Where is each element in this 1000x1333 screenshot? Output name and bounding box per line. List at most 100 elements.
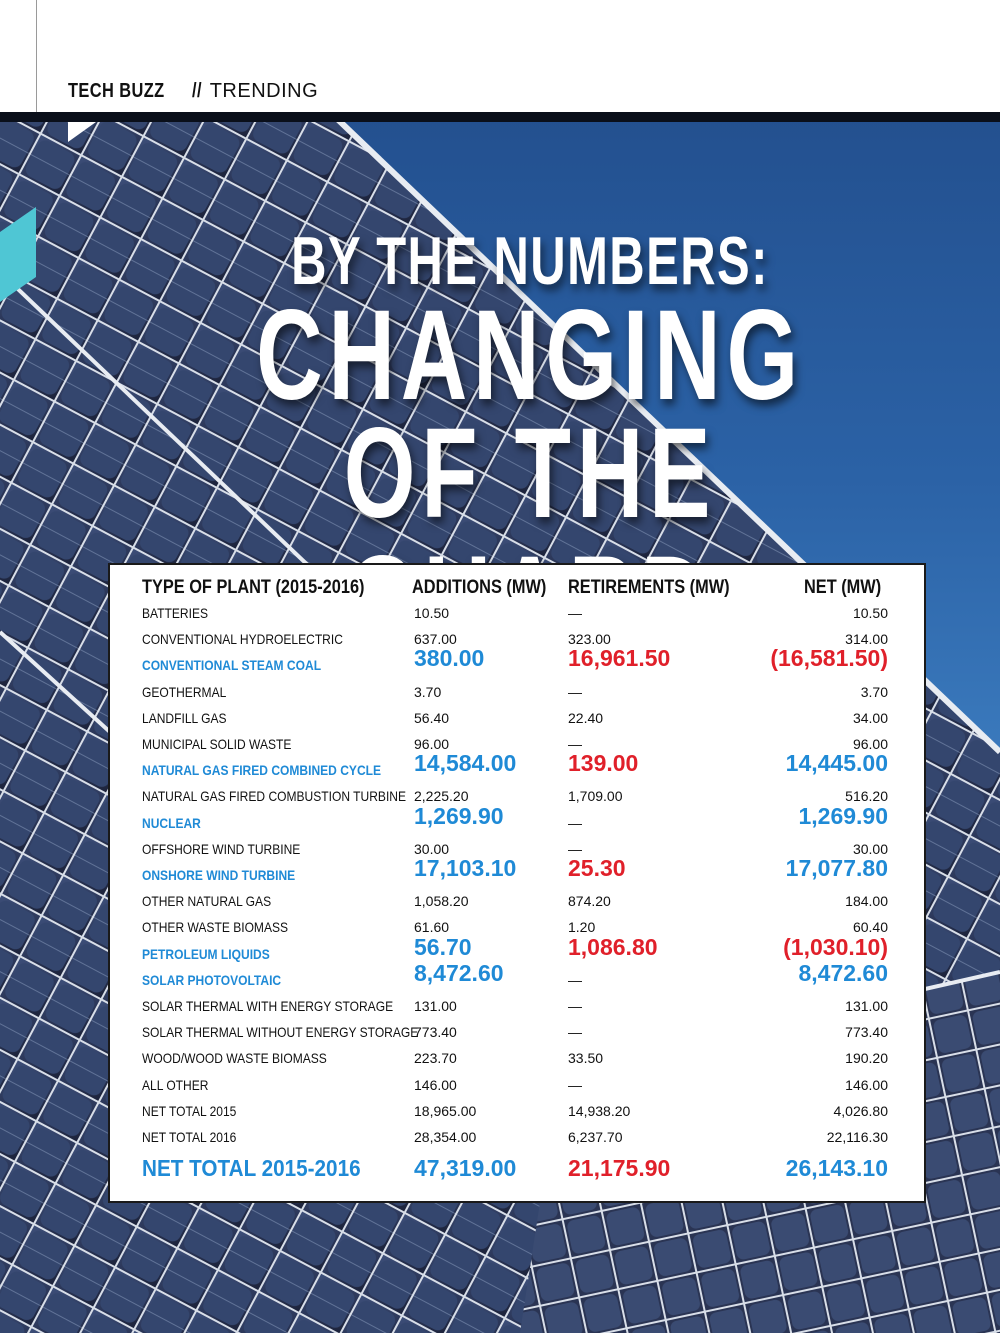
table-row: MUNICIPAL SOLID WASTE 96.00 — 96.00	[110, 732, 924, 758]
headline-line-1: CHANGING	[256, 284, 804, 427]
table-row: ONSHORE WIND TURBINE 17,103.10 25.30 17,077…	[110, 855, 924, 889]
additions-value: 56.40	[414, 709, 450, 726]
additions-value: 3.70	[414, 683, 442, 700]
net-value: 8,472.60	[798, 959, 888, 986]
retirements-value: —	[568, 971, 582, 988]
net-value: 1,269.90	[798, 802, 888, 829]
table-row: NATURAL GAS FIRED COMBINED CYCLE 14,584.0…	[110, 750, 924, 784]
additions-value: 146.00	[414, 1076, 457, 1093]
table-row: OTHER WASTE BIOMASS 61.60 1.20 60.40	[110, 915, 924, 941]
left-margin-rule	[36, 0, 37, 112]
retirements-value: 1.20	[568, 919, 596, 936]
plant-type: NET TOTAL 2015	[142, 1102, 237, 1119]
table-row: OFFSHORE WIND TURBINE 30.00 — 30.00	[110, 837, 924, 863]
table-row-total: NET TOTAL 2015-2016 47,319.00 21,175.90 26,…	[110, 1155, 924, 1185]
table-row: NATURAL GAS FIRED COMBUSTION TURBINE 2,22…	[110, 784, 924, 810]
additions-value: 56.70	[414, 933, 472, 960]
plant-type: SOLAR THERMAL WITH ENERGY STORAGE	[142, 998, 394, 1014]
table-row: BATTERIES 10.50 — 10.50	[110, 601, 924, 627]
header-type: TYPE OF PLANT (2015-2016)	[142, 577, 365, 598]
table-row: NUCLEAR 1,269.90 — 1,269.90	[110, 803, 924, 837]
plant-type: CONVENTIONAL STEAM COAL	[142, 657, 322, 674]
table-row: SOLAR THERMAL WITH ENERGY STORAGE 131.00 —…	[110, 994, 924, 1020]
additions-value: 1,269.90	[414, 802, 504, 829]
headline-kicker: BY THE NUMBERS:	[291, 223, 769, 299]
additions-value: 96.00	[414, 736, 450, 752]
table-row: GEOTHERMAL 3.70 — 3.70	[110, 680, 924, 706]
additions-value: 223.70	[414, 1050, 457, 1067]
retirements-value: —	[568, 1076, 582, 1093]
section-label: TECH BUZZ	[68, 80, 165, 102]
retirements-value: 1,709.00	[568, 788, 623, 805]
additions-value: 17,103.10	[414, 855, 517, 881]
headline: BY THE NUMBERS: CHANGING OF THE GUARD	[0, 0, 1000, 666]
subsection-label: TRENDING	[209, 80, 319, 102]
net-value: (16,581.50)	[770, 645, 888, 672]
retirements-value: 139.00	[568, 750, 639, 777]
net-value: 22,116.30	[826, 1129, 888, 1145]
total-additions: 47,319.00	[414, 1155, 517, 1182]
power-plant-table: TYPE OF PLANT (2015-2016) ADDITIONS (MW)…	[108, 563, 926, 1203]
plant-type: SOLAR PHOTOVOLTAIC	[142, 971, 282, 988]
plant-type: NATURAL GAS FIRED COMBINED CYCLE	[142, 762, 382, 779]
retirements-value: —	[568, 605, 582, 621]
net-value: 131.00	[845, 998, 888, 1014]
net-value: 10.50	[852, 605, 888, 621]
additions-value: 1,058.20	[414, 893, 469, 910]
header-additions: ADDITIONS (MW)	[412, 577, 547, 598]
net-value: 34.00	[852, 709, 888, 726]
net-value: 4,026.80	[833, 1102, 889, 1119]
additions-value: 8,472.60	[414, 959, 504, 986]
plant-type: CONVENTIONAL HYDROELECTRIC	[142, 631, 343, 648]
plant-type: GEOTHERMAL	[142, 683, 227, 700]
plant-type: OTHER NATURAL GAS	[142, 893, 272, 910]
table-row: WOOD/WOOD WASTE BIOMASS 223.70 33.50 190.20	[110, 1046, 924, 1072]
plant-type: OFFSHORE WIND TURBINE	[142, 840, 301, 857]
retirements-value: 323.00	[568, 631, 611, 648]
net-value: 3.70	[860, 683, 888, 700]
table-row: NET TOTAL 2016 28,354.00 6,237.70 22,116.30	[110, 1125, 924, 1151]
table-row: LANDFILL GAS 56.40 22.40 34.00	[110, 706, 924, 732]
retirements-value: 1,086.80	[568, 933, 658, 960]
net-value: 96.00	[852, 736, 888, 752]
plant-type: WOOD/WOOD WASTE BIOMASS	[142, 1050, 327, 1067]
retirements-value: 25.30	[568, 855, 626, 881]
retirements-value: —	[568, 814, 582, 831]
additions-value: 131.00	[414, 998, 457, 1014]
additions-value: 18,965.00	[414, 1102, 477, 1119]
retirements-value: —	[568, 998, 582, 1014]
additions-value: 637.00	[414, 631, 457, 648]
additions-value: 773.40	[414, 1024, 457, 1041]
net-value: 190.20	[845, 1050, 888, 1067]
additions-value: 380.00	[414, 645, 485, 672]
section-header: TECH BUZZ // TRENDING	[68, 80, 318, 103]
total-type: NET TOTAL 2015-2016	[142, 1155, 361, 1182]
table-row: PETROLEUM LIQUIDS 56.70 1,086.80 (1,030.10)	[110, 934, 924, 968]
total-net: 26,143.10	[785, 1155, 888, 1182]
plant-type: SOLAR THERMAL WITHOUT ENERGY STORAGE	[142, 1024, 419, 1041]
additions-value: 14,584.00	[414, 750, 517, 777]
header-retirements: RETIREMENTS (MW)	[568, 577, 730, 598]
retirements-value: 6,237.70	[568, 1129, 623, 1145]
plant-type: LANDFILL GAS	[142, 709, 227, 726]
additions-value: 30.00	[414, 840, 450, 857]
retirements-value: 33.50	[568, 1050, 604, 1067]
retirements-value: —	[568, 736, 582, 752]
plant-type: NATURAL GAS FIRED COMBUSTION TURBINE	[142, 788, 407, 805]
additions-value: 2,225.20	[414, 788, 469, 805]
plant-type: ONSHORE WIND TURBINE	[142, 867, 296, 883]
table-row: NET TOTAL 2015 18,965.00 14,938.20 4,026.80	[110, 1099, 924, 1125]
plant-type: MUNICIPAL SOLID WASTE	[142, 736, 292, 752]
retirements-value: 874.20	[568, 893, 611, 910]
net-value: 14,445.00	[785, 750, 888, 777]
retirements-value: 22.40	[568, 709, 604, 726]
retirements-value: —	[568, 840, 582, 857]
photo-top-bar	[0, 112, 1000, 122]
table-row: OTHER NATURAL GAS 1,058.20 874.20 184.00	[110, 889, 924, 915]
plant-type: BATTERIES	[142, 605, 209, 621]
net-value: 30.00	[852, 840, 888, 857]
table-row: ALL OTHER 146.00 — 146.00	[110, 1073, 924, 1099]
net-value: (1,030.10)	[783, 933, 888, 960]
table-row: CONVENTIONAL HYDROELECTRIC 637.00 323.00 31…	[110, 627, 924, 653]
retirements-value: 16,961.50	[568, 645, 671, 672]
